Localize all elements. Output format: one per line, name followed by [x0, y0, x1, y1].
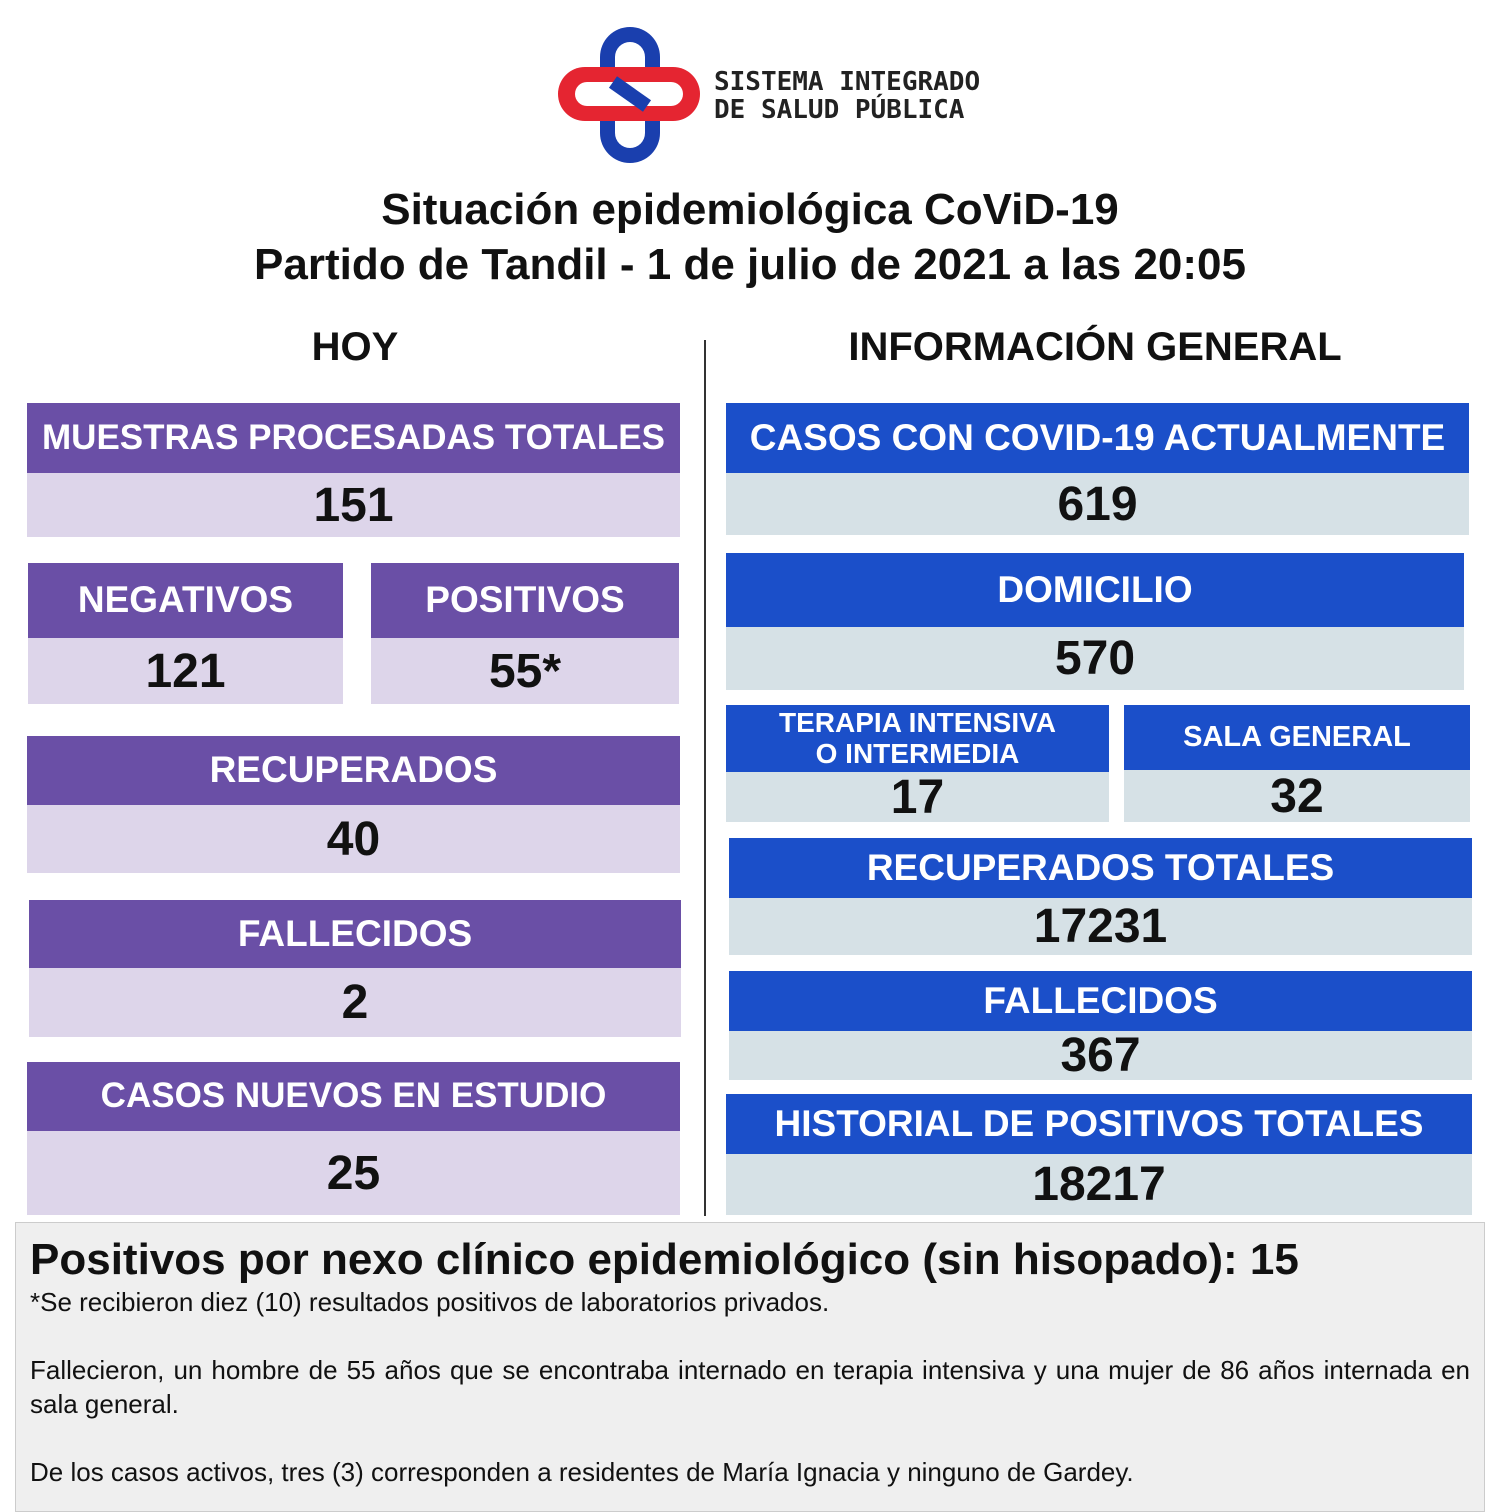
- box-header: RECUPERADOS: [27, 736, 680, 805]
- box-header: POSITIVOS: [371, 563, 679, 638]
- box-label: TERAPIA INTENSIVA: [779, 706, 1056, 738]
- box-label: O INTERMEDIA: [815, 737, 1020, 769]
- section-heading: HOY: [311, 325, 399, 369]
- box-value: 25: [27, 1131, 680, 1215]
- box-value: 17231: [729, 898, 1472, 955]
- box-header: HISTORIAL DE POSITIVOS TOTALES: [726, 1094, 1472, 1154]
- subtitle: Partido de Tandil - 1 de julio de 2021 a…: [254, 240, 1246, 289]
- logo-line: SISTEMA INTEGRADO: [714, 67, 981, 97]
- box-header: DOMICILIO: [726, 553, 1464, 627]
- section-heading: INFORMACIÓN GENERAL: [848, 325, 1342, 369]
- box-value: 570: [726, 627, 1464, 690]
- box-header: RECUPERADOS TOTALES: [729, 838, 1472, 898]
- box-value: 121: [28, 638, 343, 704]
- footer-headline: Positivos por nexo clínico epidemiológic…: [30, 1235, 1299, 1284]
- box-header: SALA GENERAL: [1124, 705, 1470, 770]
- box-header: FALLECIDOS: [729, 971, 1472, 1031]
- logo-line: DE SALUD PÚBLICA: [714, 95, 965, 125]
- box-value: 2: [29, 968, 681, 1037]
- box-value: 32: [1124, 770, 1470, 823]
- box-value: 17: [726, 771, 1109, 824]
- logo-text: SISTEMA INTEGRADO DE SALUD PÚBLICA: [714, 68, 980, 124]
- footer: Positivos por nexo clínico epidemiológic…: [15, 1222, 1485, 1512]
- box-header: NEGATIVOS: [28, 563, 343, 638]
- box-value: 55*: [371, 638, 679, 704]
- footer-paragraph: De los casos activos, tres (3) correspon…: [30, 1457, 1134, 1487]
- box-header: TERAPIA INTENSIVA O INTERMEDIA: [726, 705, 1109, 772]
- footer-paragraph: Fallecieron, un hombre de 55 años que se…: [30, 1355, 1470, 1419]
- box-header: CASOS NUEVOS EN ESTUDIO: [27, 1062, 680, 1131]
- box-header: CASOS CON COVID-19 ACTUALMENTE: [726, 403, 1469, 473]
- footer-note: *Se recibieron diez (10) resultados posi…: [30, 1287, 830, 1317]
- box-value: 151: [27, 473, 680, 537]
- box-value: 18217: [726, 1154, 1472, 1215]
- box-header: MUESTRAS PROCESADAS TOTALES: [27, 403, 680, 473]
- box-value: 619: [726, 473, 1469, 535]
- logo-icon: [558, 27, 700, 163]
- divider: [704, 340, 706, 1216]
- box-value: 40: [27, 805, 680, 873]
- box-header: FALLECIDOS: [29, 900, 681, 968]
- title: Situación epidemiológica CoViD-19: [381, 185, 1119, 234]
- box-value: 367: [729, 1029, 1472, 1082]
